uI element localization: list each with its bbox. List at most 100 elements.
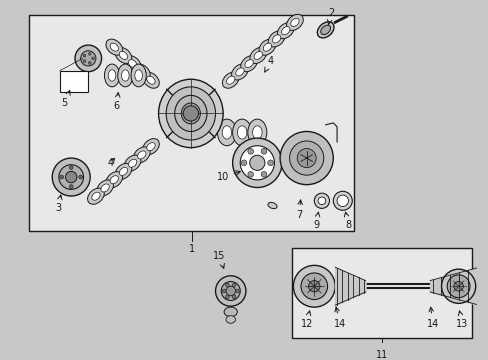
- Ellipse shape: [119, 51, 127, 59]
- Circle shape: [293, 265, 334, 307]
- Circle shape: [447, 275, 469, 298]
- Text: 5: 5: [61, 90, 70, 108]
- Circle shape: [69, 185, 73, 188]
- Ellipse shape: [281, 27, 289, 35]
- Ellipse shape: [244, 60, 253, 68]
- Circle shape: [301, 273, 327, 300]
- Ellipse shape: [232, 119, 251, 146]
- Text: 1: 1: [188, 244, 194, 255]
- Circle shape: [52, 158, 90, 196]
- Ellipse shape: [254, 51, 262, 59]
- Ellipse shape: [142, 139, 159, 155]
- Ellipse shape: [317, 22, 333, 38]
- Text: 15: 15: [213, 251, 225, 268]
- Circle shape: [225, 283, 229, 287]
- Ellipse shape: [135, 70, 142, 81]
- Ellipse shape: [268, 31, 285, 47]
- Circle shape: [308, 280, 319, 292]
- Circle shape: [247, 148, 253, 154]
- Ellipse shape: [110, 43, 118, 51]
- Ellipse shape: [247, 119, 266, 146]
- Ellipse shape: [259, 39, 275, 55]
- Circle shape: [225, 295, 229, 299]
- Circle shape: [336, 195, 348, 207]
- Ellipse shape: [235, 68, 244, 76]
- Ellipse shape: [118, 64, 133, 87]
- Circle shape: [453, 282, 463, 291]
- Ellipse shape: [237, 126, 246, 139]
- Circle shape: [83, 54, 86, 57]
- Ellipse shape: [106, 172, 122, 188]
- Ellipse shape: [272, 35, 280, 43]
- Ellipse shape: [166, 87, 215, 140]
- Ellipse shape: [133, 64, 150, 80]
- Circle shape: [91, 57, 94, 60]
- Ellipse shape: [108, 70, 116, 81]
- Ellipse shape: [124, 56, 141, 72]
- Ellipse shape: [267, 202, 277, 209]
- Circle shape: [183, 106, 198, 121]
- Circle shape: [75, 45, 102, 72]
- Ellipse shape: [137, 151, 146, 159]
- Ellipse shape: [146, 143, 155, 151]
- Circle shape: [314, 193, 329, 208]
- Circle shape: [232, 295, 236, 299]
- Text: 10: 10: [216, 171, 240, 182]
- Text: 14: 14: [333, 307, 346, 329]
- Circle shape: [88, 53, 91, 55]
- Ellipse shape: [217, 119, 236, 146]
- Circle shape: [289, 141, 323, 175]
- Ellipse shape: [277, 23, 293, 39]
- Circle shape: [441, 269, 475, 303]
- Circle shape: [88, 62, 91, 64]
- Text: 4: 4: [108, 158, 114, 167]
- Circle shape: [317, 197, 325, 204]
- Circle shape: [280, 131, 333, 185]
- Circle shape: [59, 165, 83, 189]
- Ellipse shape: [320, 25, 330, 35]
- Bar: [60, 71, 88, 91]
- Ellipse shape: [222, 72, 239, 88]
- Text: 6: 6: [114, 93, 120, 111]
- Text: 12: 12: [300, 311, 312, 329]
- Text: 4: 4: [264, 56, 273, 72]
- Text: 13: 13: [455, 311, 468, 329]
- Circle shape: [249, 155, 264, 170]
- Ellipse shape: [128, 159, 137, 167]
- Ellipse shape: [146, 76, 155, 84]
- Ellipse shape: [133, 147, 150, 163]
- Ellipse shape: [222, 126, 231, 139]
- Ellipse shape: [224, 307, 237, 317]
- Text: 2: 2: [327, 9, 334, 24]
- Ellipse shape: [226, 76, 234, 84]
- Ellipse shape: [115, 163, 132, 180]
- Ellipse shape: [263, 43, 271, 51]
- Ellipse shape: [142, 72, 159, 88]
- Ellipse shape: [115, 48, 132, 63]
- Circle shape: [261, 148, 266, 154]
- Text: 8: 8: [344, 212, 351, 230]
- Bar: [291, 248, 471, 338]
- Circle shape: [232, 138, 282, 188]
- Ellipse shape: [181, 103, 200, 124]
- Circle shape: [215, 276, 245, 306]
- Circle shape: [241, 160, 246, 166]
- Ellipse shape: [110, 176, 118, 184]
- Ellipse shape: [97, 180, 113, 196]
- Circle shape: [297, 149, 316, 167]
- Ellipse shape: [240, 56, 257, 72]
- Circle shape: [60, 175, 63, 179]
- Ellipse shape: [104, 64, 120, 87]
- Ellipse shape: [286, 14, 303, 31]
- Circle shape: [225, 286, 235, 296]
- Circle shape: [83, 60, 86, 63]
- Ellipse shape: [158, 79, 223, 148]
- Circle shape: [333, 191, 351, 210]
- Ellipse shape: [225, 316, 235, 323]
- Text: 9: 9: [312, 212, 319, 230]
- Circle shape: [69, 166, 73, 170]
- Circle shape: [221, 282, 240, 301]
- Ellipse shape: [131, 64, 146, 87]
- Ellipse shape: [101, 184, 109, 192]
- Circle shape: [247, 171, 253, 177]
